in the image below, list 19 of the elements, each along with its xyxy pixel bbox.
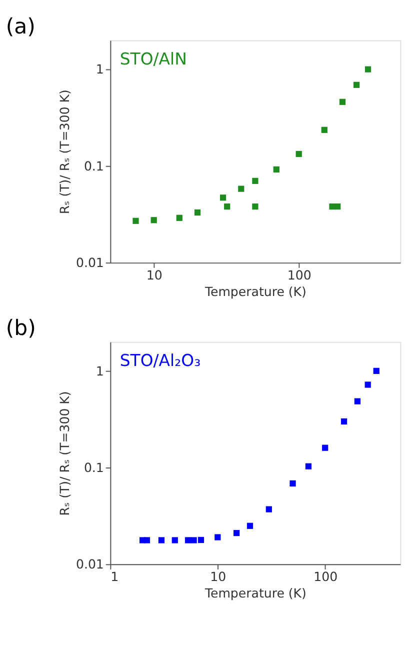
y-tick-label: 1 (96, 363, 104, 378)
x-axis-title: Temperature (K) (204, 284, 306, 299)
x-tick-label: 1 (110, 569, 119, 584)
y-tick-label: 0.1 (84, 158, 104, 174)
y-tick-label: 0.1 (84, 460, 104, 475)
y-axis-title: Rₛ (T)/ Rₛ (T=300 K) (57, 90, 72, 214)
y-axis-title: Rₛ (T)/ Rₛ (T=300 K) (57, 391, 72, 516)
chart-title: (b) (6, 316, 36, 342)
annotation: STO/AlN (120, 49, 187, 68)
chart-title: (a) (6, 14, 36, 40)
x-tick-label: 100 (314, 569, 338, 584)
y-tick-label: 1 (96, 62, 104, 77)
y-tick-label: 0.01 (76, 254, 104, 270)
x-axis-title: Temperature (K) (204, 586, 306, 601)
annotation: STO/Al₂O₃ (120, 351, 201, 370)
x-tick-label: 10 (146, 267, 162, 282)
x-tick-label: 100 (287, 267, 312, 282)
y-tick-label: 0.01 (76, 556, 104, 572)
x-tick-label: 10 (210, 569, 226, 584)
